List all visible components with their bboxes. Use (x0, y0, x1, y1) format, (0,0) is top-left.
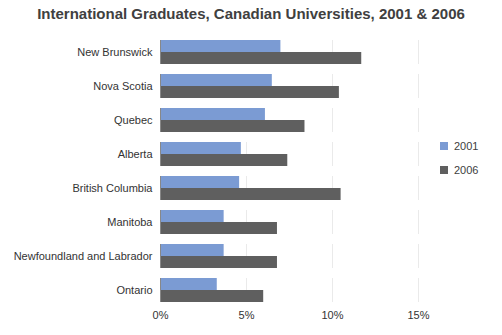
svg-text:Alberta: Alberta (118, 148, 154, 160)
svg-text:10%: 10% (321, 309, 343, 321)
svg-text:British Columbia: British Columbia (72, 182, 153, 194)
svg-text:Manitoba: Manitoba (107, 216, 153, 228)
svg-text:Newfoundland and Labrador: Newfoundland and Labrador (14, 250, 153, 262)
html-text:2006: 2006 (454, 164, 479, 176)
svg-text:15%: 15% (407, 309, 429, 321)
html-text:International Graduates, Canad: International Graduates, Canadian Univer… (37, 5, 465, 22)
svg-text:New Brunswick: New Brunswick (77, 46, 153, 58)
svg-text:Nova Scotia: Nova Scotia (93, 80, 153, 92)
svg-text:Quebec: Quebec (114, 114, 153, 126)
svg-text:Ontario: Ontario (116, 284, 152, 296)
svg-text:5%: 5% (239, 309, 255, 321)
html-text:2001: 2001 (454, 140, 479, 152)
svg-text:0%: 0% (153, 309, 169, 321)
